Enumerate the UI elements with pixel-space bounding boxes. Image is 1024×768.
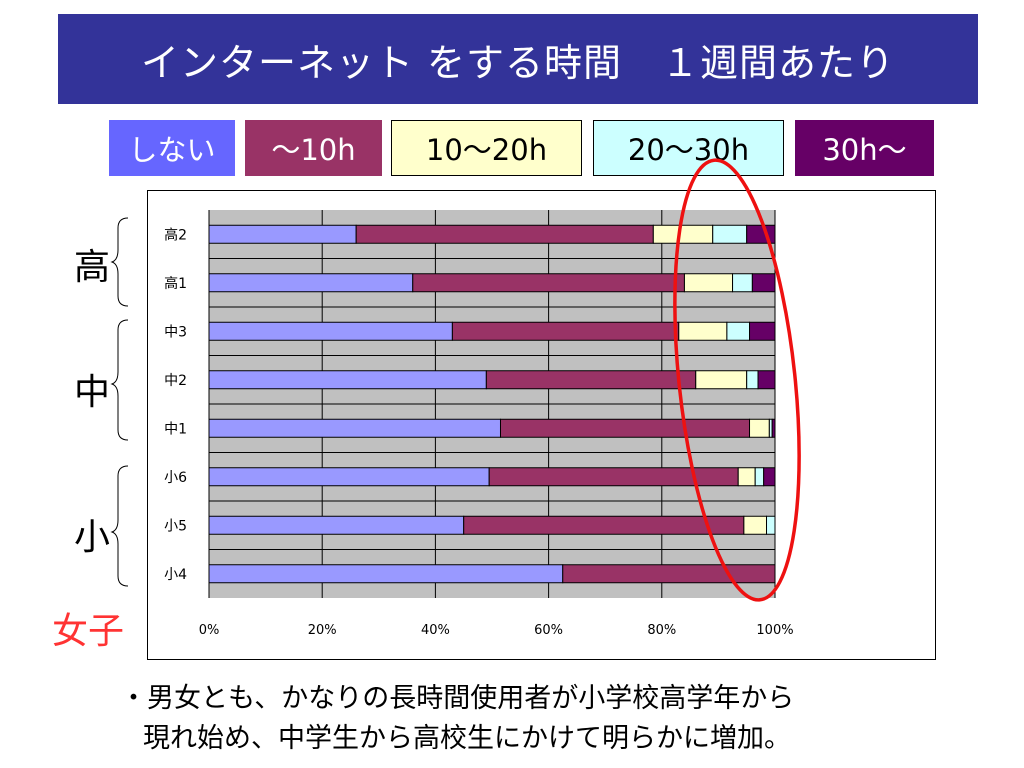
bar-segment xyxy=(355,224,654,244)
x-tick-label: 60% xyxy=(534,623,563,638)
legend-label: しない xyxy=(128,133,216,167)
legend-label: 30h～ xyxy=(822,133,907,167)
bar-segment xyxy=(695,370,748,390)
bar-segment xyxy=(652,224,714,244)
legend-label: 20～30h xyxy=(627,133,750,167)
category-label: 中2 xyxy=(164,373,187,389)
bar-segment xyxy=(763,467,776,487)
note-line-2: 現れ始め、中学生から高校生にかけて明らかに増加。 xyxy=(143,723,791,754)
legend-item-20-30h: 20～30h xyxy=(593,120,784,176)
bar-segment xyxy=(485,370,697,390)
brace-high xyxy=(110,217,129,307)
bar-segment xyxy=(749,321,776,341)
bar-segment xyxy=(208,418,501,438)
brace-elementary xyxy=(110,465,129,587)
bar-segment xyxy=(562,564,776,584)
bar-segment xyxy=(208,321,453,341)
bar-segment xyxy=(757,370,776,390)
category-label: 小4 xyxy=(164,567,187,583)
x-tick-label: 100% xyxy=(756,623,793,638)
highlight-ellipse xyxy=(673,158,801,602)
bar-segment xyxy=(743,515,768,535)
bar-segment xyxy=(712,224,748,244)
bar-segment xyxy=(678,321,728,341)
bar-segment xyxy=(208,224,357,244)
bar-segment xyxy=(749,418,770,438)
bar-segment xyxy=(766,515,776,535)
legend-label: 10～20h xyxy=(425,133,548,167)
bar-segment xyxy=(771,418,776,438)
x-tick-label: 40% xyxy=(421,623,450,638)
x-tick-label: 0% xyxy=(199,623,220,638)
bar-segment xyxy=(751,273,776,293)
legend-item-10-20h: 10～20h xyxy=(391,120,582,176)
bar-segment xyxy=(488,467,739,487)
bar-segment xyxy=(208,467,490,487)
category-label: 小5 xyxy=(164,518,187,534)
bar-segment xyxy=(726,321,751,341)
bar-segment xyxy=(451,321,680,341)
category-label: 中1 xyxy=(164,421,187,437)
category-label: 高2 xyxy=(164,226,187,243)
bar-segment xyxy=(208,564,564,584)
bar-segment xyxy=(746,224,776,244)
note-line-1: ・男女とも、かなりの長時間使用者が小学校高学年から xyxy=(120,683,795,714)
bar-segment xyxy=(754,467,765,487)
bar-segment xyxy=(463,515,745,535)
bar-segment xyxy=(737,467,756,487)
legend-item-none: しない xyxy=(109,120,235,176)
girls-label: 女子 xyxy=(52,611,125,652)
bar-segment xyxy=(746,370,759,390)
bar-segment xyxy=(208,515,465,535)
category-label: 小6 xyxy=(164,470,187,486)
page-title: インターネット をする時間 １週間あたり xyxy=(140,40,896,85)
group-label-middle: 中 xyxy=(74,372,111,413)
legend-label: ～10h xyxy=(271,133,356,167)
bar-segment xyxy=(412,273,685,293)
bar-segment xyxy=(208,273,414,293)
group-label-high: 高 xyxy=(74,247,111,288)
bar-segment xyxy=(499,418,751,438)
legend-item-over-30h: 30h～ xyxy=(795,120,934,176)
x-tick-label: 80% xyxy=(647,623,676,638)
category-label: 中3 xyxy=(164,324,187,340)
x-tick-label: 20% xyxy=(308,623,337,638)
group-label-elementary: 小 xyxy=(74,517,111,558)
legend-item-under-10h: ～10h xyxy=(245,120,382,176)
bar-segment xyxy=(208,370,487,390)
group-braces xyxy=(110,217,129,587)
bar-segment xyxy=(683,273,734,293)
bar-segment xyxy=(732,273,753,293)
title-bar: インターネット をする時間 １週間あたり xyxy=(58,14,978,104)
category-label: 高1 xyxy=(164,275,187,292)
brace-middle xyxy=(110,319,129,441)
